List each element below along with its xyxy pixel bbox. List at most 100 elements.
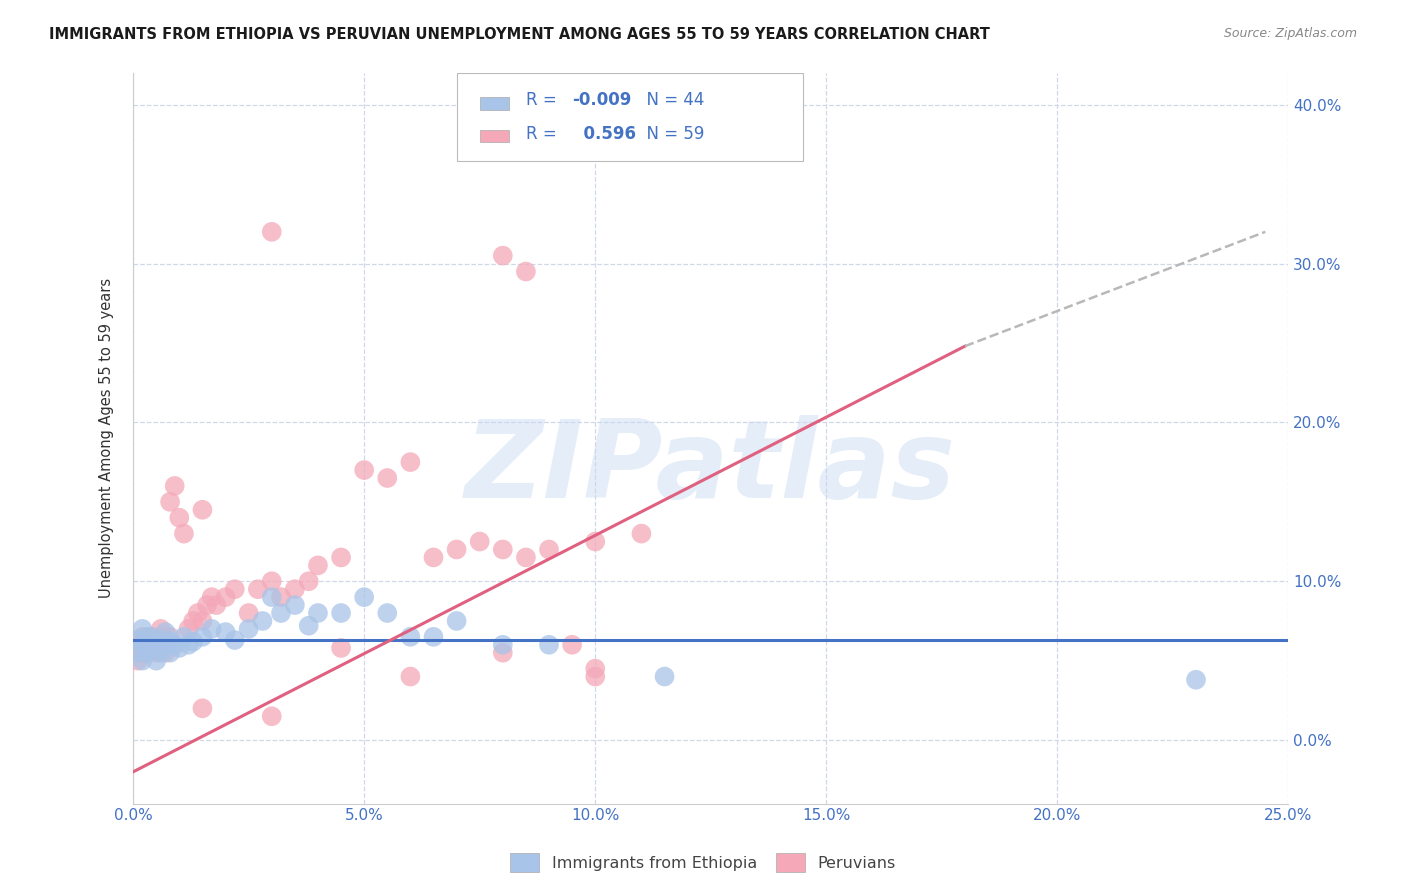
Point <box>246 582 269 597</box>
Point <box>149 630 172 644</box>
Point <box>375 606 398 620</box>
Point <box>260 590 283 604</box>
Point <box>191 502 214 516</box>
Text: -0.009: -0.009 <box>572 91 631 109</box>
Point <box>353 463 375 477</box>
Point <box>159 646 181 660</box>
Point <box>446 614 468 628</box>
Point <box>131 630 153 644</box>
Point <box>270 606 292 620</box>
Point <box>141 640 163 655</box>
Point <box>136 630 159 644</box>
Point <box>583 662 606 676</box>
Text: R =: R = <box>526 125 562 143</box>
Point <box>136 646 159 660</box>
Point <box>399 455 422 469</box>
Point <box>330 606 353 620</box>
Point <box>375 471 398 485</box>
Point <box>145 654 167 668</box>
Point <box>537 542 560 557</box>
Text: 0.596: 0.596 <box>572 125 636 143</box>
Point <box>422 550 444 565</box>
Point <box>181 634 204 648</box>
Point <box>214 590 236 604</box>
FancyBboxPatch shape <box>479 96 509 110</box>
Point <box>330 640 353 655</box>
Point <box>260 225 283 239</box>
Point <box>131 622 153 636</box>
Point <box>630 526 652 541</box>
Point <box>149 633 172 648</box>
Text: R =: R = <box>526 91 562 109</box>
Point <box>298 574 321 589</box>
Text: N = 59: N = 59 <box>636 125 704 143</box>
Point <box>131 654 153 668</box>
Point <box>205 598 228 612</box>
Point <box>149 622 172 636</box>
Point <box>177 622 200 636</box>
Point <box>492 542 515 557</box>
Point <box>127 646 149 660</box>
Point <box>468 534 491 549</box>
Point <box>298 618 321 632</box>
Point <box>136 638 159 652</box>
Point <box>155 646 177 660</box>
Point <box>238 622 260 636</box>
Point <box>141 630 163 644</box>
Text: Source: ZipAtlas.com: Source: ZipAtlas.com <box>1223 27 1357 40</box>
Point <box>159 630 181 644</box>
Text: ZIPatlas: ZIPatlas <box>465 415 956 521</box>
Point <box>145 638 167 652</box>
Point <box>307 606 329 620</box>
Point <box>353 590 375 604</box>
Point <box>214 625 236 640</box>
Y-axis label: Unemployment Among Ages 55 to 59 years: Unemployment Among Ages 55 to 59 years <box>100 278 114 599</box>
Point <box>270 590 292 604</box>
Point <box>181 614 204 628</box>
Point <box>177 638 200 652</box>
Point <box>169 510 191 524</box>
Point <box>330 550 353 565</box>
Point <box>131 638 153 652</box>
Point <box>173 526 195 541</box>
Point <box>260 574 283 589</box>
FancyBboxPatch shape <box>479 129 509 143</box>
Point <box>515 264 537 278</box>
Point <box>145 646 167 660</box>
Point <box>284 598 307 612</box>
Point <box>149 646 172 660</box>
Point <box>195 598 218 612</box>
Point <box>492 638 515 652</box>
Point <box>399 669 422 683</box>
Point <box>1185 673 1208 687</box>
Point <box>136 646 159 660</box>
Point <box>537 638 560 652</box>
Point <box>224 633 246 648</box>
Point <box>155 625 177 640</box>
Text: N = 44: N = 44 <box>636 91 704 109</box>
Point <box>583 669 606 683</box>
Point <box>399 630 422 644</box>
Point <box>422 630 444 644</box>
FancyBboxPatch shape <box>457 73 803 161</box>
Point <box>159 634 181 648</box>
Point <box>191 630 214 644</box>
Point <box>127 654 149 668</box>
Point <box>492 646 515 660</box>
Point <box>260 709 283 723</box>
Point <box>201 590 224 604</box>
Point <box>583 534 606 549</box>
Point <box>155 638 177 652</box>
Point <box>136 640 159 655</box>
Point <box>169 640 191 655</box>
Point <box>224 582 246 597</box>
Point <box>163 638 186 652</box>
Point <box>159 495 181 509</box>
Point <box>446 542 468 557</box>
Point <box>187 606 209 620</box>
Point <box>238 606 260 620</box>
Point <box>155 638 177 652</box>
Point <box>561 638 583 652</box>
Point <box>284 582 307 597</box>
Point <box>654 669 676 683</box>
